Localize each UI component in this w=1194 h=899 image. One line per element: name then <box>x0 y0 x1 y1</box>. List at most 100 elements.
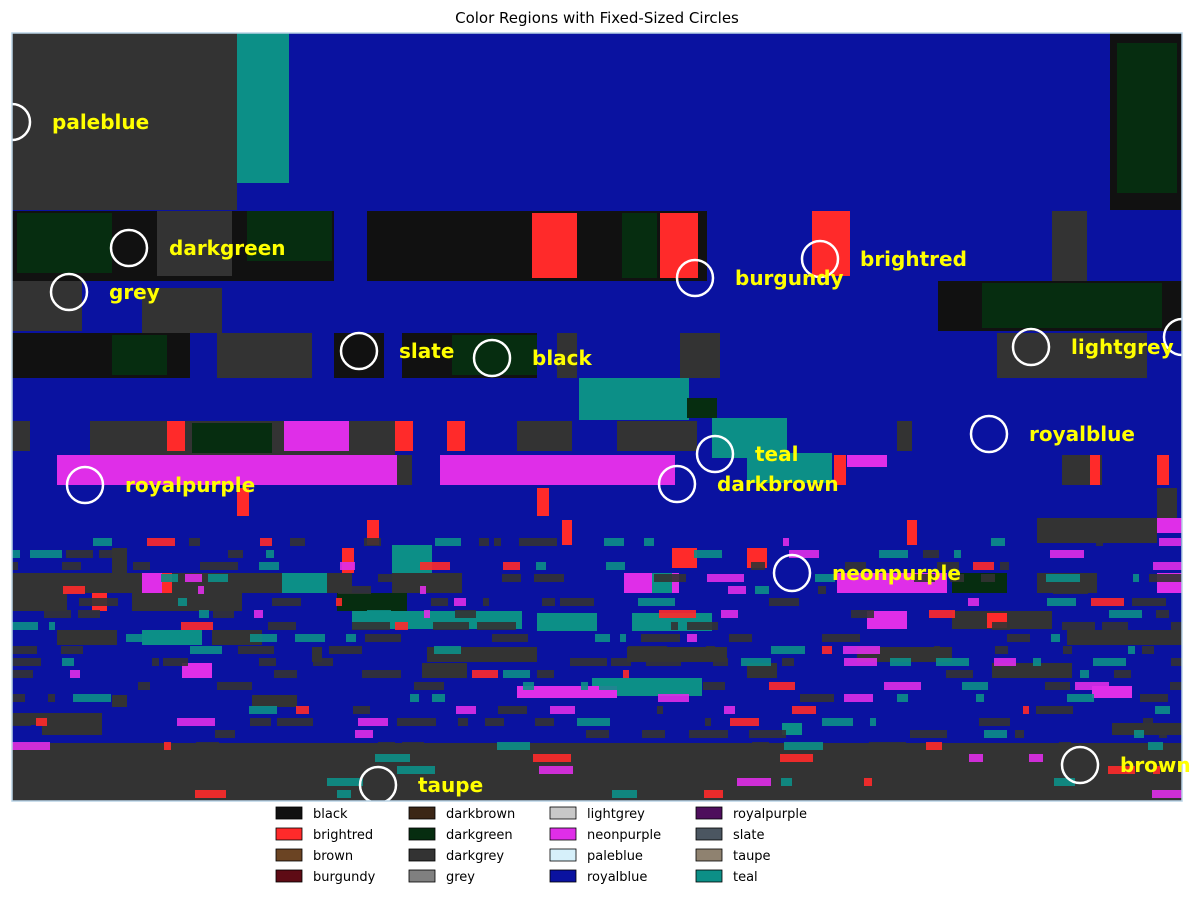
mosaic-chip <box>1050 550 1084 558</box>
mosaic-chip <box>1096 538 1103 546</box>
mosaic-chip <box>346 754 366 762</box>
legend-swatch-slate <box>695 827 723 841</box>
mosaic-chip <box>178 598 187 606</box>
mosaic-chip <box>1068 790 1079 798</box>
mosaic-block <box>617 421 697 451</box>
mosaic-chip <box>325 766 340 774</box>
mosaic-chip <box>365 634 401 642</box>
mosaic-chip <box>433 622 469 630</box>
mosaic-chip <box>272 598 301 606</box>
mosaic-chip <box>595 634 610 642</box>
mosaic-block <box>397 455 412 485</box>
mosaic-chip <box>420 562 450 570</box>
mosaic-chip <box>950 574 964 582</box>
mosaic-block <box>440 455 675 485</box>
legend-label-black: black <box>313 807 348 822</box>
mosaic-chip <box>231 790 256 798</box>
mosaic-chip <box>352 622 390 630</box>
annotation-circle-brown <box>1060 745 1100 785</box>
mosaic-block <box>897 421 912 451</box>
mosaic-chip <box>99 550 121 558</box>
mosaic-chip <box>818 586 826 594</box>
mosaic-chip <box>884 682 921 690</box>
mosaic-chip <box>968 598 979 606</box>
mosaic-chip <box>48 694 55 702</box>
mosaic-chip <box>338 586 371 594</box>
mosaic-block <box>847 455 887 467</box>
mosaic-chip <box>869 742 906 750</box>
mosaic-chip <box>402 742 424 750</box>
mosaic-chip <box>185 574 202 582</box>
legend-label-brown: brown <box>313 849 353 864</box>
mosaic-chip <box>721 610 738 618</box>
legend-swatch-teal <box>695 869 723 883</box>
mosaic-chip <box>249 706 277 714</box>
mosaic-chip <box>766 670 775 678</box>
mosaic-chip <box>535 718 554 726</box>
mosaic-chip <box>147 538 175 546</box>
mosaic-chip <box>340 562 355 570</box>
mosaic-chip <box>1093 658 1126 666</box>
mosaic-block <box>579 378 689 420</box>
legend-swatch-grey <box>408 869 436 883</box>
mosaic-chip <box>295 634 325 642</box>
legend-swatch-lightgrey <box>549 806 577 820</box>
mosaic-chip <box>749 730 786 738</box>
mosaic-chip <box>897 694 908 702</box>
legend-label-darkbrown: darkbrown <box>446 807 515 822</box>
mosaic-block <box>517 421 572 451</box>
mosaic-chip <box>1031 790 1061 798</box>
mosaic-chip <box>671 622 678 630</box>
mosaic-chip <box>290 538 305 546</box>
plot-frame <box>11 32 1183 802</box>
mosaic-chip <box>752 742 769 750</box>
mosaic-chip <box>1047 598 1076 606</box>
mosaic-chip <box>313 658 333 666</box>
mosaic-chip <box>1134 730 1144 738</box>
mosaic-chip <box>611 658 631 666</box>
mosaic-chip <box>215 730 235 738</box>
legend-label-neonpurple: neonpurple <box>587 828 661 843</box>
mosaic-chip <box>992 622 1010 630</box>
mosaic-chip <box>560 598 594 606</box>
mosaic-chip <box>570 658 607 666</box>
annotation-label-paleblue: paleblue <box>52 110 149 134</box>
mosaic-block <box>1157 488 1177 518</box>
mosaic-chip <box>152 658 159 666</box>
mosaic-chip <box>228 550 243 558</box>
mosaic-chip <box>878 778 886 786</box>
mosaic-chip <box>1170 682 1182 690</box>
mosaic-chip <box>914 574 935 582</box>
mosaic-chip <box>550 706 575 714</box>
mosaic-chip <box>981 574 995 582</box>
mosaic-chip <box>851 610 874 618</box>
mosaic-chip <box>689 730 728 738</box>
mosaic-block <box>867 611 907 629</box>
mosaic-chip <box>936 658 969 666</box>
mosaic-chip <box>161 574 178 582</box>
mosaic-block <box>395 421 413 451</box>
mosaic-chip <box>254 610 263 618</box>
mosaic-chip <box>259 562 279 570</box>
annotation-label-brightred: brightred <box>860 247 967 271</box>
mosaic-chip <box>502 574 521 582</box>
mosaic-chip <box>687 634 697 642</box>
mosaic-chip <box>1051 634 1060 642</box>
mosaic-chip <box>724 706 735 714</box>
mosaic-block <box>557 333 577 378</box>
mosaic-chip <box>378 742 395 750</box>
mosaic-chip <box>822 646 832 654</box>
mosaic-chip <box>503 562 520 570</box>
annotation-label-taupe: taupe <box>418 773 483 797</box>
legend-swatch-paleblue <box>549 848 577 862</box>
mosaic-block <box>857 647 952 662</box>
mosaic-chip <box>71 718 98 726</box>
mosaic-chip <box>62 562 81 570</box>
mosaic-chip <box>70 670 80 678</box>
mosaic-chip <box>414 682 444 690</box>
mosaic-chip <box>991 538 1005 546</box>
mosaic-block <box>12 281 82 331</box>
mosaic-block <box>57 455 407 485</box>
mosaic-chip <box>1028 670 1060 678</box>
